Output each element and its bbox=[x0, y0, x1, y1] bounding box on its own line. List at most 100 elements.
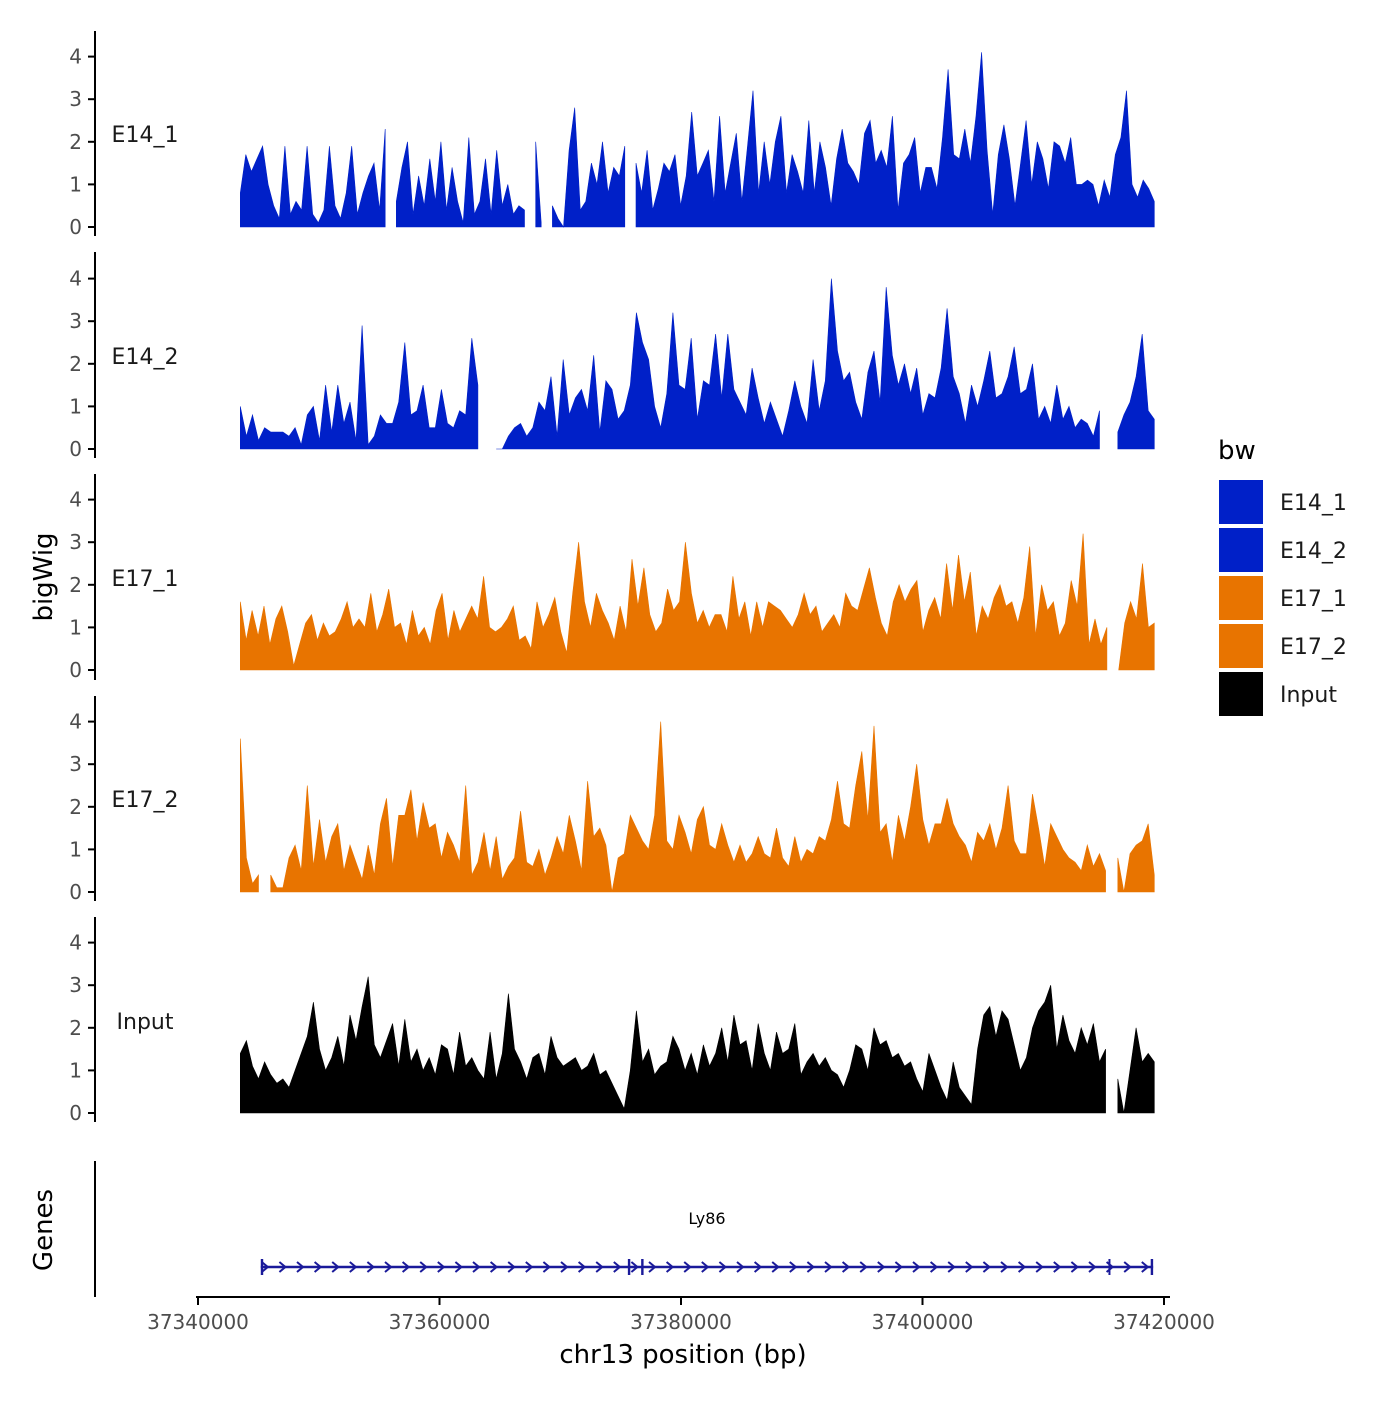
strand-arrow bbox=[401, 1261, 411, 1273]
area-input bbox=[240, 976, 1155, 1114]
track-label-e14-1: E14_1 bbox=[112, 123, 179, 148]
strand-arrow bbox=[313, 1261, 323, 1273]
y-tick-label: 3 bbox=[69, 752, 82, 776]
strand-arrow bbox=[894, 1261, 903, 1273]
y-tick-label: 0 bbox=[69, 215, 82, 239]
strand-arrow bbox=[648, 1261, 657, 1273]
strand-arrow bbox=[296, 1261, 305, 1273]
y-tick-label: 4 bbox=[69, 710, 82, 734]
x-tick-label: 37380000 bbox=[630, 1310, 732, 1334]
strand-arrow bbox=[366, 1261, 375, 1273]
exon bbox=[1108, 1259, 1111, 1275]
y-tick-label: 3 bbox=[69, 309, 82, 333]
y-tick-label: 0 bbox=[69, 658, 82, 682]
strand-arrow bbox=[736, 1261, 745, 1273]
x-axis-title: chr13 position (bp) bbox=[559, 1340, 806, 1370]
strand-arrow bbox=[261, 1261, 270, 1273]
strand-arrow bbox=[560, 1261, 569, 1273]
panel-input: 0 1 2 3 4 Input bbox=[69, 917, 1155, 1125]
legend-key-e17-1 bbox=[1219, 576, 1263, 620]
strand-arrow bbox=[613, 1261, 622, 1273]
strand-arrow bbox=[1070, 1261, 1079, 1273]
strand-arrow bbox=[771, 1261, 780, 1273]
y-tick-label: 1 bbox=[69, 837, 82, 861]
strand-arrow bbox=[824, 1261, 833, 1273]
y-tick-label: 3 bbox=[69, 973, 82, 997]
legend-key-e14-2 bbox=[1219, 528, 1263, 572]
x-tick-label: 37400000 bbox=[872, 1310, 974, 1334]
y-ticks-input: 0 1 2 3 4 bbox=[69, 931, 95, 1125]
y-tick-label: 2 bbox=[69, 1016, 82, 1040]
legend-key-e17-2 bbox=[1219, 624, 1263, 668]
strand-arrow bbox=[278, 1261, 287, 1273]
strand-arrow bbox=[419, 1261, 428, 1273]
y-tick-label: 1 bbox=[69, 172, 82, 196]
legend-label-input: Input bbox=[1280, 683, 1337, 708]
y-tick-label: 0 bbox=[69, 1101, 82, 1125]
strand-arrow bbox=[1053, 1261, 1062, 1273]
strand-arrow bbox=[912, 1261, 921, 1273]
gene-track: Ly86 bbox=[260, 1209, 1154, 1275]
exon bbox=[641, 1259, 644, 1275]
strand-arrow bbox=[489, 1261, 499, 1273]
exon bbox=[627, 1259, 631, 1275]
y-tick-label: 2 bbox=[69, 573, 82, 597]
strand-arrow bbox=[683, 1261, 692, 1273]
strand-arrow bbox=[718, 1261, 727, 1273]
strand-arrow bbox=[437, 1261, 446, 1273]
y-tick-label: 4 bbox=[69, 488, 82, 512]
strand-arrow bbox=[595, 1261, 604, 1273]
y-tick-label: 3 bbox=[69, 530, 82, 554]
panel-e14-1: 0 1 2 3 4 E14_1 bbox=[69, 31, 1155, 239]
y-tick-label: 2 bbox=[69, 352, 82, 376]
y-tick-label: 0 bbox=[69, 880, 82, 904]
strand-arrow bbox=[982, 1261, 991, 1273]
exon bbox=[1150, 1259, 1154, 1275]
strand-arrow bbox=[1000, 1261, 1009, 1273]
strand-arrow bbox=[630, 1261, 639, 1273]
panel-e17-2: 0 1 2 3 4 E17_2 bbox=[69, 696, 1155, 904]
strand-arrow bbox=[701, 1261, 710, 1273]
strand-arrow bbox=[1141, 1261, 1150, 1273]
genes-axis-title: Genes bbox=[29, 1189, 59, 1271]
x-ticks: 37340000 37360000 37380000 37400000 37420000 bbox=[147, 1297, 1215, 1334]
gene-strand-arrows bbox=[261, 1261, 1150, 1273]
strand-arrow bbox=[507, 1261, 516, 1273]
y-tick-label: 4 bbox=[69, 45, 82, 69]
strand-arrow bbox=[806, 1261, 815, 1273]
legend-label-e17-2: E17_2 bbox=[1280, 635, 1347, 660]
strand-arrow bbox=[947, 1261, 956, 1273]
y-tick-label: 4 bbox=[69, 931, 82, 955]
strand-arrow bbox=[472, 1261, 481, 1273]
strand-arrow bbox=[384, 1261, 393, 1273]
y-ticks-e17-2: 0 1 2 3 4 bbox=[69, 710, 95, 904]
genes-panel: Genes Ly86 bbox=[29, 1161, 1154, 1297]
x-tick-label: 37420000 bbox=[1113, 1310, 1215, 1334]
area-e17-2 bbox=[240, 721, 1155, 893]
legend-title: bw bbox=[1218, 436, 1256, 466]
legend-key-input bbox=[1219, 672, 1263, 716]
y-tick-label: 4 bbox=[69, 267, 82, 291]
exon bbox=[260, 1259, 264, 1275]
strand-arrow bbox=[454, 1261, 463, 1273]
strand-arrow bbox=[577, 1261, 587, 1273]
strand-arrow bbox=[841, 1261, 851, 1273]
strand-arrow bbox=[877, 1261, 886, 1273]
legend-key-e14-1 bbox=[1219, 480, 1263, 524]
legend: bw E14_1 E14_2 E17_1 E17_2 Input bbox=[1218, 436, 1347, 716]
track-label-input: Input bbox=[117, 1010, 174, 1035]
strand-arrow bbox=[859, 1261, 868, 1273]
legend-entries: E14_1 E14_2 E17_1 E17_2 Input bbox=[1219, 480, 1347, 716]
panel-e14-2: 0 1 2 3 4 E14_2 bbox=[69, 252, 1155, 461]
y-ticks-e14-1: 0 1 2 3 4 bbox=[69, 45, 95, 239]
area-e17-1 bbox=[240, 533, 1155, 671]
y-ticks-e14-2: 0 1 2 3 4 bbox=[69, 267, 95, 461]
y-tick-label: 1 bbox=[69, 615, 82, 639]
gene-exons bbox=[260, 1259, 1154, 1275]
strand-arrow bbox=[1123, 1261, 1132, 1273]
strand-arrow bbox=[525, 1261, 534, 1273]
legend-label-e17-1: E17_1 bbox=[1280, 587, 1347, 612]
y-axis-title: bigWig bbox=[29, 532, 59, 621]
y-ticks-e17-1: 0 1 2 3 4 bbox=[69, 488, 95, 682]
